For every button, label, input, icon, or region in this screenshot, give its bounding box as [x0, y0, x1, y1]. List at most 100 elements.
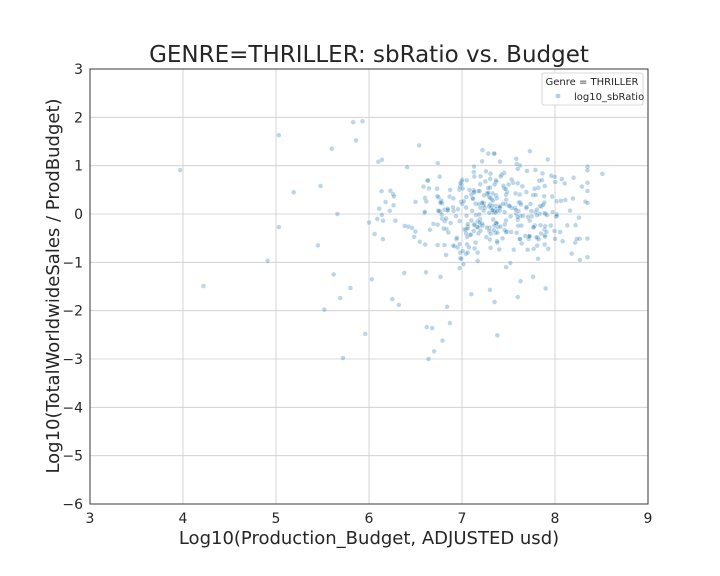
- scatter-point: [468, 291, 474, 297]
- scatter-point: [538, 231, 544, 237]
- scatter-point: [464, 241, 470, 247]
- scatter-point: [527, 218, 533, 224]
- scatter-point: [579, 184, 585, 190]
- scatter-point: [533, 192, 539, 198]
- scatter-point: [549, 193, 555, 200]
- scatter-point: [444, 304, 450, 310]
- scatter-point: [543, 285, 549, 291]
- scatter-point: [551, 228, 558, 234]
- scatter-point: [515, 166, 521, 172]
- scatter-point: [503, 217, 509, 224]
- scatter-point: [265, 258, 271, 264]
- legend-marker: [555, 93, 561, 99]
- scatter-point: [534, 207, 540, 213]
- scatter-point: [471, 189, 477, 195]
- scatter-point: [421, 184, 427, 190]
- y-tick-label: 3: [74, 62, 83, 78]
- scatter-point: [584, 235, 591, 242]
- scatter-point: [542, 234, 548, 240]
- scatter-point: [438, 199, 444, 205]
- scatter-point: [541, 226, 548, 233]
- scatter-point: [500, 201, 506, 207]
- scatter-point: [463, 213, 470, 219]
- scatter-point: [441, 225, 447, 232]
- scatter-point: [497, 208, 503, 214]
- scatter-point: [535, 236, 542, 242]
- scatter-point: [515, 208, 522, 214]
- scatter-point: [450, 195, 456, 201]
- scatter-point: [453, 213, 459, 219]
- y-tick-labels: −6 −5 −4 −3 −2 −1 0 1 2 3: [62, 62, 83, 513]
- scatter-point: [503, 197, 509, 203]
- scatter-point: [527, 201, 534, 207]
- scatter-point: [506, 203, 512, 209]
- scatter-point: [458, 256, 464, 262]
- scatter-point: [441, 242, 447, 248]
- scatter-point: [457, 265, 463, 271]
- scatter-point: [522, 233, 528, 239]
- scatter-point: [435, 222, 441, 228]
- scatter-point: [487, 237, 493, 243]
- scatter-point: [460, 261, 467, 267]
- scatter-point: [362, 331, 368, 337]
- scatter-point: [486, 228, 492, 234]
- scatter-point: [509, 176, 515, 183]
- scatter-point: [468, 232, 474, 238]
- scatter-point: [450, 243, 456, 249]
- scatter-point: [584, 180, 591, 186]
- scatter-point: [426, 185, 432, 191]
- scatter-point: [490, 207, 496, 213]
- scatter-point: [422, 209, 428, 215]
- scatter-point: [434, 193, 441, 199]
- scatter-point: [479, 200, 485, 206]
- scatter-point: [485, 190, 492, 196]
- legend-box: [541, 72, 644, 106]
- scatter-point: [425, 178, 431, 184]
- scatter-point: [378, 188, 385, 194]
- scatter-point: [533, 234, 540, 240]
- scatter-point: [485, 185, 491, 191]
- scatter-point: [494, 239, 500, 246]
- scatter-point: [503, 201, 509, 207]
- scatter-point: [542, 183, 548, 189]
- scatter-point: [405, 224, 411, 230]
- scatter-point: [475, 230, 482, 236]
- scatter-point: [494, 332, 500, 338]
- legend-title: Genre = THRILLER: [546, 77, 639, 88]
- scatter-point: [387, 208, 393, 214]
- scatter-point: [577, 257, 583, 263]
- scatter-point: [535, 256, 541, 262]
- scatter-point: [526, 233, 533, 239]
- x-tick-labels: 3 4 5 6 7 8 9: [86, 511, 653, 527]
- scatter-point: [537, 211, 543, 217]
- scatter-point: [424, 177, 430, 183]
- scatter-point: [528, 208, 534, 214]
- scatter-point: [477, 181, 483, 187]
- scatter-point: [523, 189, 529, 195]
- scatter-point: [503, 186, 509, 192]
- scatter-point: [435, 242, 441, 248]
- scatter-point: [490, 190, 496, 196]
- scatter-point: [485, 151, 491, 157]
- scatter-point: [541, 193, 547, 199]
- scatter-point: [471, 169, 477, 175]
- scatter-point: [177, 167, 183, 173]
- scatter-point: [552, 174, 558, 180]
- scatter-point: [423, 198, 429, 204]
- scatter-point: [472, 245, 478, 251]
- scatter-point: [412, 199, 419, 205]
- scatter-point: [491, 223, 497, 229]
- scatter-point: [488, 231, 494, 237]
- scatter-point: [486, 203, 492, 209]
- scatter-point: [527, 148, 533, 154]
- scatter-point: [519, 183, 525, 189]
- scatter-point: [481, 200, 487, 206]
- scatter-point: [524, 204, 530, 210]
- scatter-point: [475, 258, 481, 264]
- scatter-point: [337, 295, 343, 301]
- scatter-point: [379, 212, 385, 218]
- scatter-point: [564, 222, 570, 228]
- scatter-point: [471, 164, 477, 170]
- scatter-point: [504, 189, 510, 195]
- scatter-point: [471, 228, 477, 234]
